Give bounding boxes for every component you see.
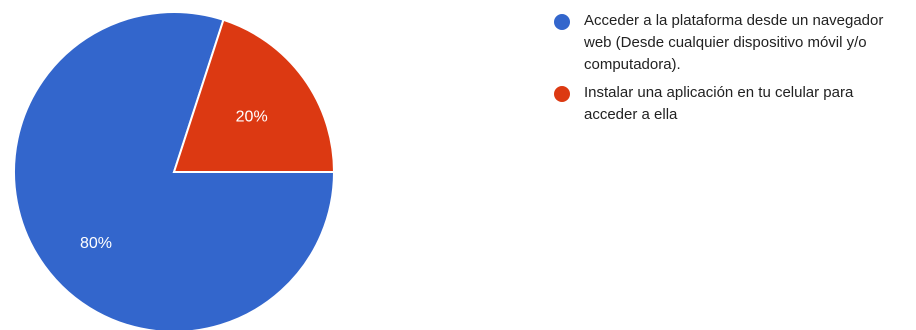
slice-label-app: 20%: [236, 109, 268, 126]
slice-label-browser: 80%: [80, 235, 112, 252]
legend-dot-app: [554, 86, 570, 102]
legend-dot-browser: [554, 14, 570, 30]
legend-label-app: Instalar una aplicación en tu celular pa…: [584, 84, 854, 123]
legend-item-browser[interactable]: Acceder a la plataforma desde un navegad…: [554, 10, 910, 76]
legend-label-browser: Acceder a la plataforma desde un navegad…: [584, 12, 884, 73]
legend-item-app[interactable]: Instalar una aplicación en tu celular pa…: [554, 82, 910, 126]
legend: Acceder a la plataforma desde un navegad…: [554, 10, 910, 132]
slice-app[interactable]: [172, 18, 336, 173]
pie-chart: 80% 20%: [13, 11, 336, 330]
